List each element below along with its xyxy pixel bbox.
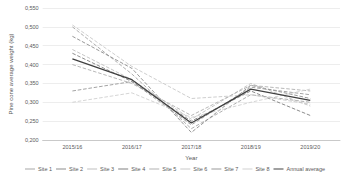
svg-text:Year: Year: [185, 155, 197, 161]
svg-text:Site 8: Site 8: [255, 166, 269, 172]
svg-text:0,250: 0,250: [25, 118, 39, 124]
svg-text:0,200: 0,200: [25, 137, 39, 143]
svg-text:0,500: 0,500: [25, 24, 39, 30]
svg-text:Site 3: Site 3: [100, 166, 114, 172]
svg-text:0,350: 0,350: [25, 80, 39, 86]
svg-text:2018/19: 2018/19: [241, 144, 261, 150]
svg-text:Site 1: Site 1: [38, 166, 52, 172]
svg-text:0,400: 0,400: [25, 62, 39, 68]
svg-text:0,450: 0,450: [25, 43, 39, 49]
svg-text:Site 7: Site 7: [224, 166, 238, 172]
svg-text:0,300: 0,300: [25, 99, 39, 105]
svg-text:2015/16: 2015/16: [62, 144, 82, 150]
svg-text:Site 6: Site 6: [193, 166, 207, 172]
svg-text:2016/17: 2016/17: [122, 144, 142, 150]
svg-text:Site 2: Site 2: [69, 166, 83, 172]
svg-text:2019/20: 2019/20: [300, 144, 320, 150]
svg-text:Site 4: Site 4: [131, 166, 145, 172]
svg-text:0,550: 0,550: [25, 5, 39, 11]
svg-text:Site 5: Site 5: [162, 166, 176, 172]
svg-text:Pine cone average weight (kg): Pine cone average weight (kg): [8, 33, 14, 114]
svg-text:Annual average: Annual average: [286, 166, 325, 172]
svg-text:2017/18: 2017/18: [181, 144, 201, 150]
